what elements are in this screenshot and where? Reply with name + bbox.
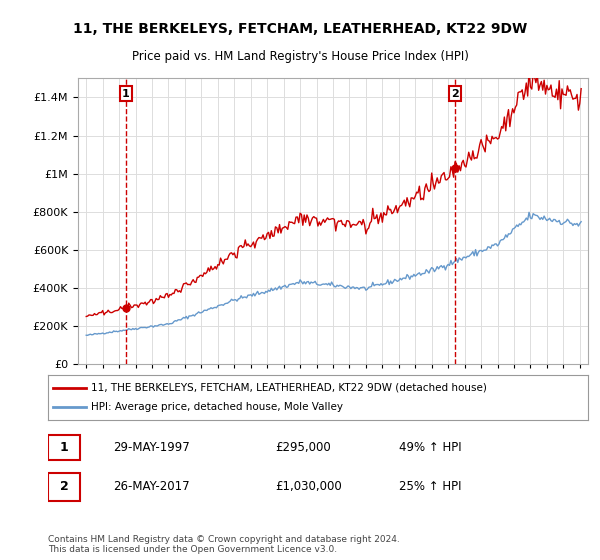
Text: Price paid vs. HM Land Registry's House Price Index (HPI): Price paid vs. HM Land Registry's House … [131, 50, 469, 63]
FancyBboxPatch shape [48, 435, 80, 460]
Text: Contains HM Land Registry data © Crown copyright and database right 2024.
This d: Contains HM Land Registry data © Crown c… [48, 535, 400, 554]
Text: 11, THE BERKELEYS, FETCHAM, LEATHERHEAD, KT22 9DW: 11, THE BERKELEYS, FETCHAM, LEATHERHEAD,… [73, 22, 527, 36]
Text: £295,000: £295,000 [275, 441, 331, 454]
Text: 26-MAY-2017: 26-MAY-2017 [113, 480, 190, 493]
FancyBboxPatch shape [48, 473, 80, 501]
Text: 2: 2 [451, 88, 458, 99]
Text: HPI: Average price, detached house, Mole Valley: HPI: Average price, detached house, Mole… [91, 403, 343, 413]
Text: 1: 1 [60, 441, 68, 454]
Text: 29-MAY-1997: 29-MAY-1997 [113, 441, 190, 454]
Text: 49% ↑ HPI: 49% ↑ HPI [399, 441, 461, 454]
Text: 2: 2 [60, 480, 68, 493]
Text: £1,030,000: £1,030,000 [275, 480, 341, 493]
Text: 11, THE BERKELEYS, FETCHAM, LEATHERHEAD, KT22 9DW (detached house): 11, THE BERKELEYS, FETCHAM, LEATHERHEAD,… [91, 382, 487, 393]
Text: 25% ↑ HPI: 25% ↑ HPI [399, 480, 461, 493]
Text: 1: 1 [122, 88, 130, 99]
